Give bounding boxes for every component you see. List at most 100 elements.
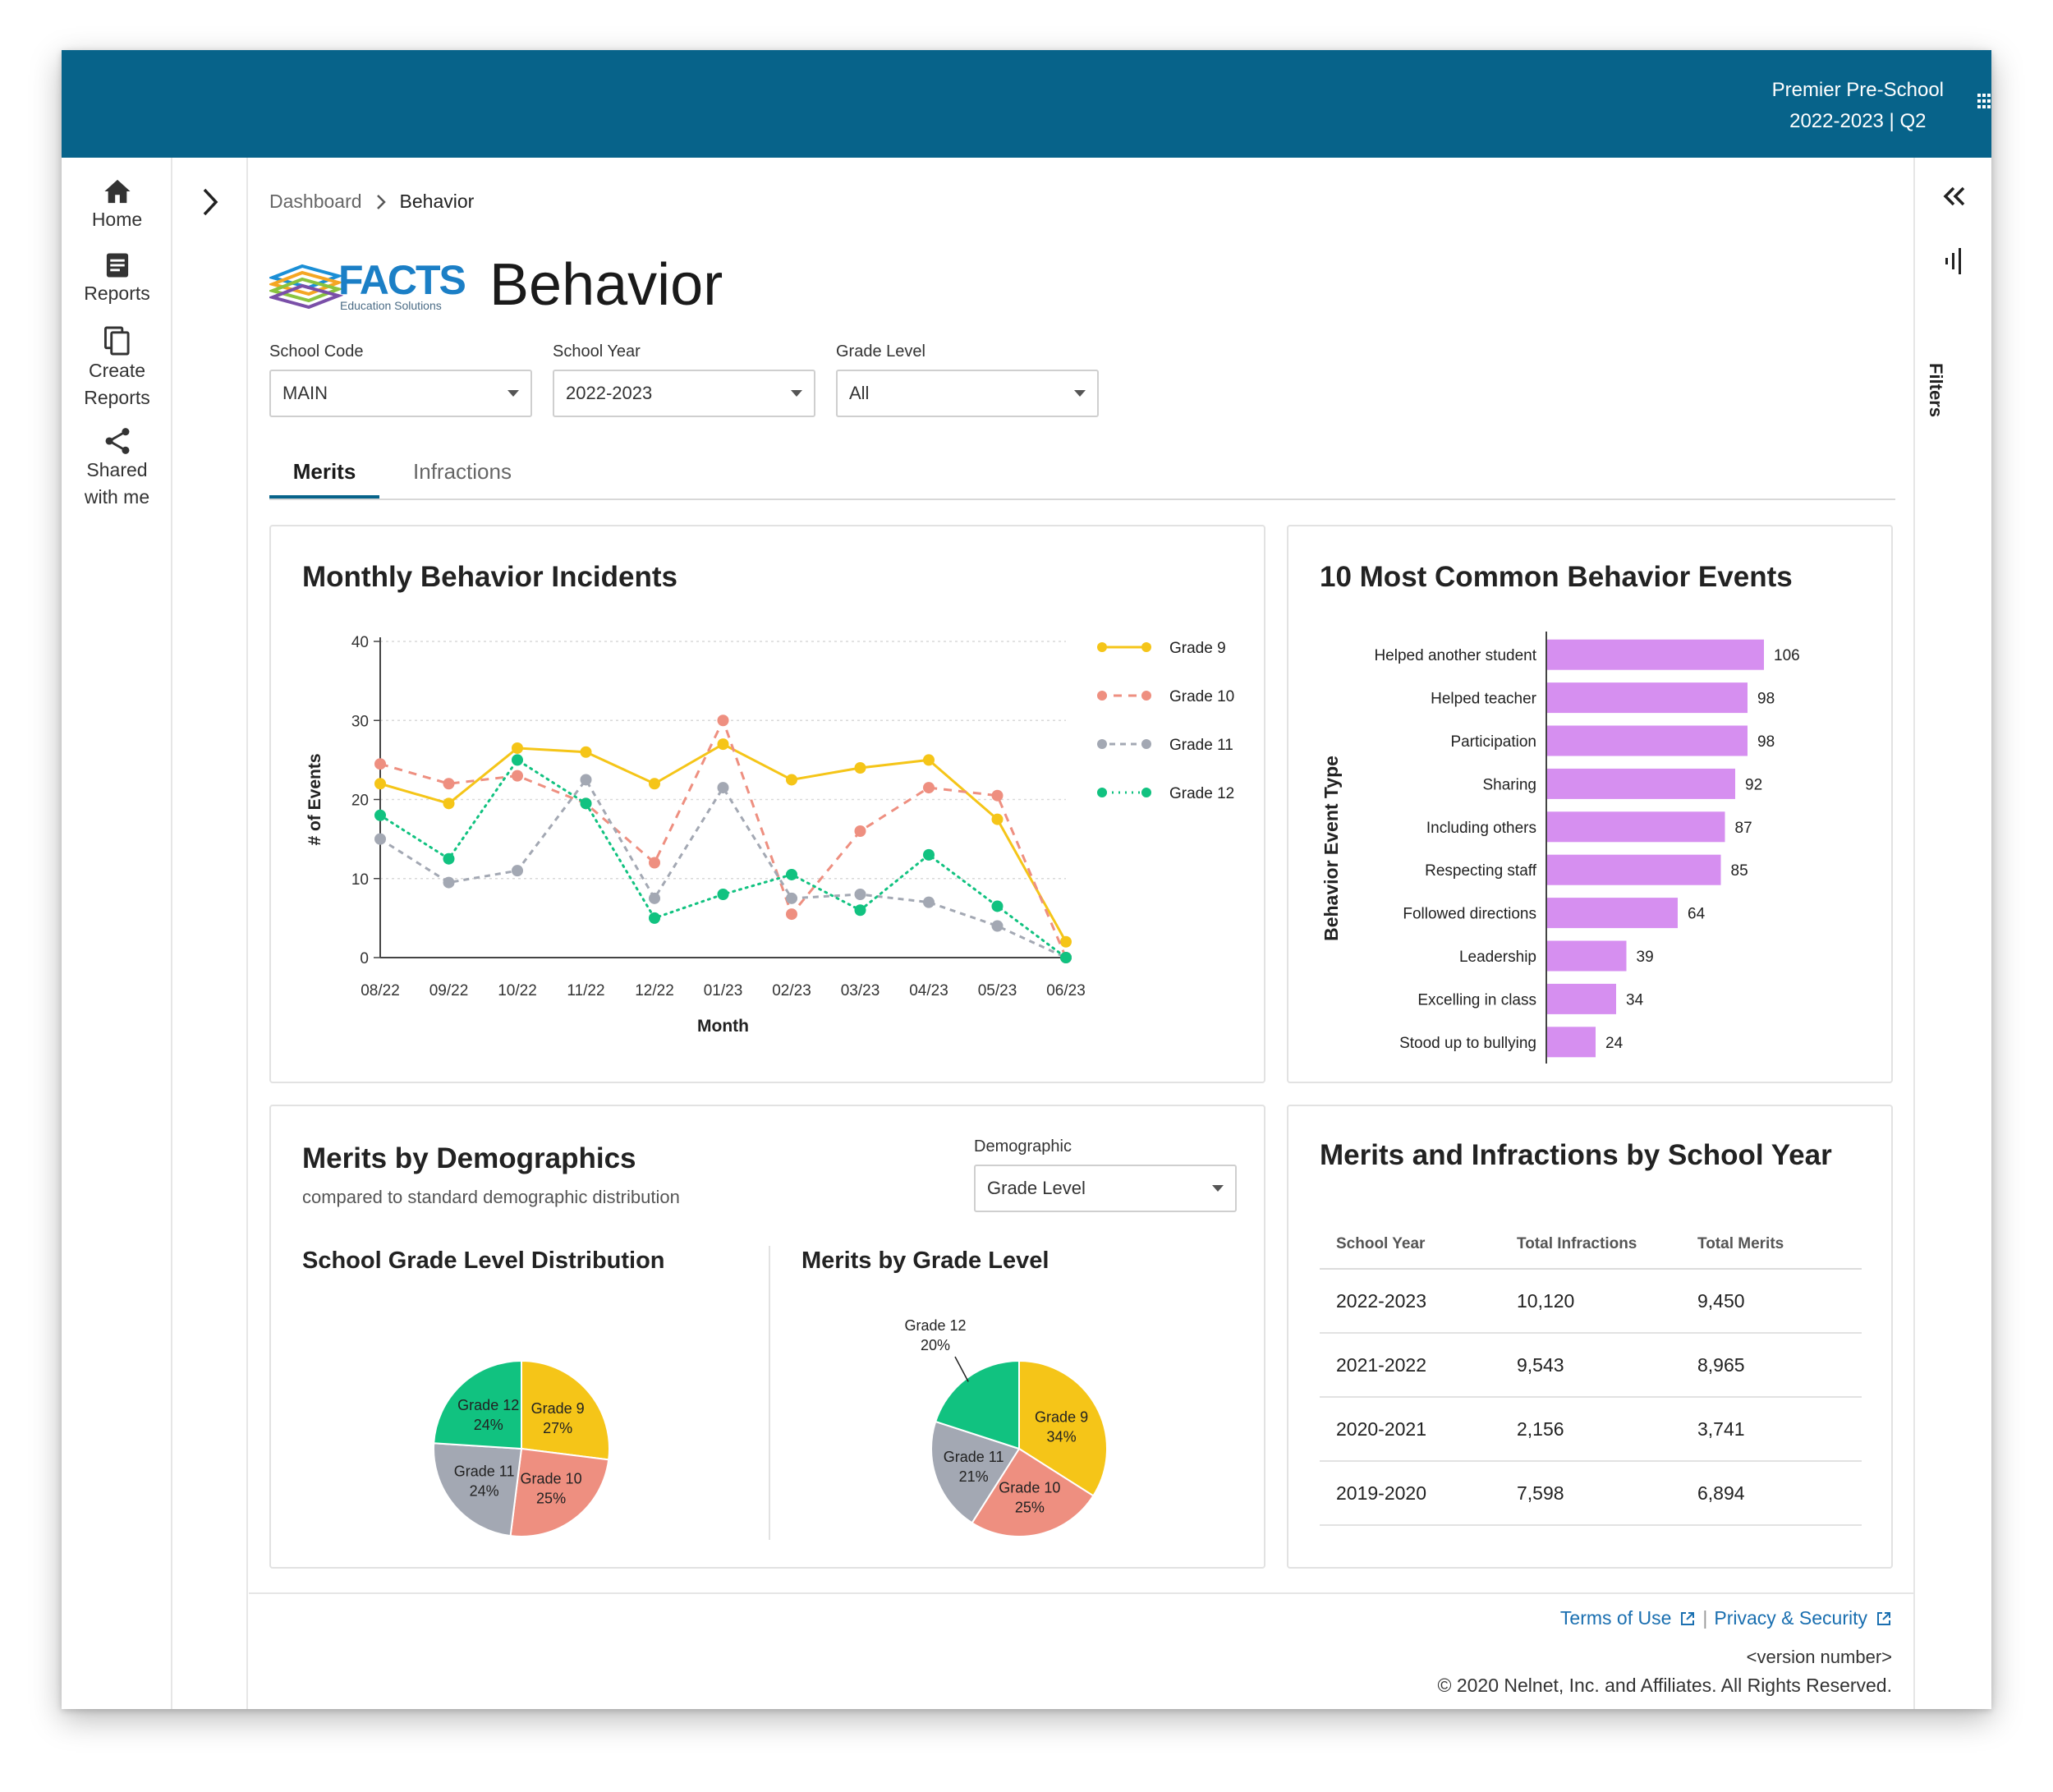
tab-merits[interactable]: Merits — [269, 459, 379, 499]
data-point[interactable] — [717, 715, 729, 727]
data-point[interactable] — [1060, 935, 1072, 948]
nav-create-reports[interactable]: Create Reports — [62, 326, 172, 411]
y-axis-title: Behavior Event Type — [1320, 756, 1342, 941]
data-point[interactable] — [854, 825, 866, 837]
data-point[interactable] — [991, 789, 1004, 802]
slice-percent: 34% — [1047, 1429, 1077, 1445]
column-header[interactable]: Total Merits — [1681, 1220, 1862, 1270]
data-point[interactable] — [374, 833, 386, 845]
data-point[interactable] — [991, 900, 1004, 912]
data-point[interactable] — [991, 920, 1004, 932]
bar[interactable] — [1546, 898, 1678, 929]
data-point[interactable] — [580, 774, 592, 786]
data-point[interactable] — [717, 889, 729, 900]
data-point[interactable] — [374, 809, 386, 821]
pie-slice[interactable] — [934, 1359, 1020, 1450]
data-point[interactable] — [580, 746, 592, 758]
data-point[interactable] — [786, 892, 797, 904]
filter-bars-icon[interactable] — [1944, 248, 1963, 274]
bar[interactable] — [1546, 1027, 1596, 1058]
bar[interactable] — [1546, 725, 1748, 756]
data-point[interactable] — [580, 797, 592, 810]
data-point[interactable] — [991, 813, 1004, 825]
chevron-right-icon[interactable] — [200, 187, 220, 217]
data-point[interactable] — [374, 758, 386, 770]
data-point[interactable] — [443, 797, 455, 810]
external-link-icon[interactable] — [1679, 1611, 1696, 1627]
data-point[interactable] — [512, 770, 523, 782]
bar[interactable] — [1546, 639, 1764, 670]
breadcrumb-dashboard[interactable]: Dashboard — [269, 191, 362, 212]
data-point[interactable] — [649, 778, 660, 790]
external-link-icon[interactable] — [1876, 1611, 1892, 1627]
data-point[interactable] — [443, 852, 455, 865]
data-point[interactable] — [649, 892, 660, 904]
x-tick-label: 11/22 — [567, 982, 604, 999]
school-info[interactable]: Premier Pre-School 2022-2023 | Q2 — [1772, 75, 1944, 137]
data-point[interactable] — [1060, 952, 1072, 963]
data-point[interactable] — [717, 782, 729, 794]
data-point[interactable] — [786, 774, 797, 786]
bar[interactable] — [1546, 768, 1735, 799]
data-point[interactable] — [786, 868, 797, 880]
data-point[interactable] — [923, 754, 935, 766]
data-point[interactable] — [512, 865, 523, 877]
slice-label: Grade 10 — [521, 1471, 582, 1487]
data-point[interactable] — [512, 742, 523, 754]
data-point[interactable] — [649, 912, 660, 924]
value-label: 24 — [1605, 1035, 1624, 1052]
legend-label[interactable]: Grade 9 — [1169, 640, 1226, 657]
series-line — [379, 777, 1067, 959]
pie-slice[interactable] — [521, 1359, 610, 1461]
pie-slice[interactable] — [433, 1359, 522, 1450]
data-point[interactable] — [443, 876, 455, 889]
data-point[interactable] — [854, 762, 866, 774]
table-cell: 7,598 — [1500, 1461, 1681, 1526]
nav-reports[interactable]: Reports — [62, 252, 172, 307]
bar[interactable] — [1546, 983, 1616, 1014]
pie-slice[interactable] — [509, 1447, 610, 1537]
privacy-link[interactable]: Privacy & Security — [1714, 1607, 1867, 1629]
data-point[interactable] — [923, 848, 935, 861]
nav-home[interactable]: Home — [62, 178, 172, 233]
data-point[interactable] — [854, 904, 866, 917]
data-point[interactable] — [443, 778, 455, 790]
bar[interactable] — [1546, 854, 1721, 885]
school-code-select[interactable]: MAIN — [269, 370, 532, 417]
x-tick-label: 02/23 — [772, 982, 811, 999]
data-point[interactable] — [786, 908, 797, 921]
data-point[interactable] — [374, 778, 386, 790]
legend-label[interactable]: Grade 11 — [1169, 737, 1233, 754]
grade-level-filter: Grade Level All — [836, 342, 1099, 417]
slice-percent: 27% — [543, 1420, 572, 1436]
copy-icon — [103, 326, 130, 356]
bar[interactable] — [1546, 682, 1748, 714]
tab-infractions[interactable]: Infractions — [413, 459, 512, 484]
nav-shared[interactable]: Shared with me — [62, 427, 172, 511]
legend-label[interactable]: Grade 12 — [1169, 785, 1234, 802]
data-point[interactable] — [512, 754, 523, 766]
data-point[interactable] — [717, 738, 729, 751]
footer-links: Terms of Use | Privacy & Security — [1560, 1607, 1892, 1629]
category-label: Stood up to bullying — [1399, 1035, 1536, 1052]
data-point[interactable] — [649, 857, 660, 869]
filters-label[interactable]: Filters — [1926, 363, 1946, 418]
pie-slice[interactable] — [930, 1420, 1021, 1524]
school-year-select[interactable]: 2022-2023 — [553, 370, 815, 417]
grade-level-select[interactable]: All — [836, 370, 1099, 417]
column-header[interactable]: Total Infractions — [1500, 1220, 1681, 1270]
apps-grid-icon[interactable] — [1977, 93, 1991, 116]
collapse-double-chevron-icon[interactable] — [1942, 186, 1967, 207]
pie-slice[interactable] — [971, 1447, 1095, 1537]
bar[interactable] — [1546, 811, 1725, 843]
column-header[interactable]: School Year — [1320, 1220, 1500, 1270]
bar[interactable] — [1546, 940, 1627, 972]
data-point[interactable] — [854, 889, 866, 900]
data-point[interactable] — [923, 782, 935, 794]
terms-link[interactable]: Terms of Use — [1559, 1607, 1672, 1629]
legend-label[interactable]: Grade 10 — [1169, 688, 1234, 705]
demographic-select[interactable]: Grade Level — [974, 1165, 1237, 1212]
pie-slice[interactable] — [433, 1442, 523, 1537]
data-point[interactable] — [923, 896, 935, 908]
table-cell: 3,741 — [1681, 1397, 1862, 1462]
